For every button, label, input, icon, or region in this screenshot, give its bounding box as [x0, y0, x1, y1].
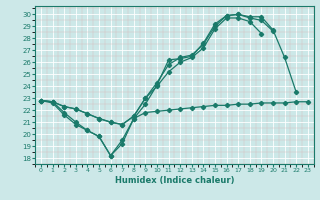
X-axis label: Humidex (Indice chaleur): Humidex (Indice chaleur): [115, 176, 234, 185]
